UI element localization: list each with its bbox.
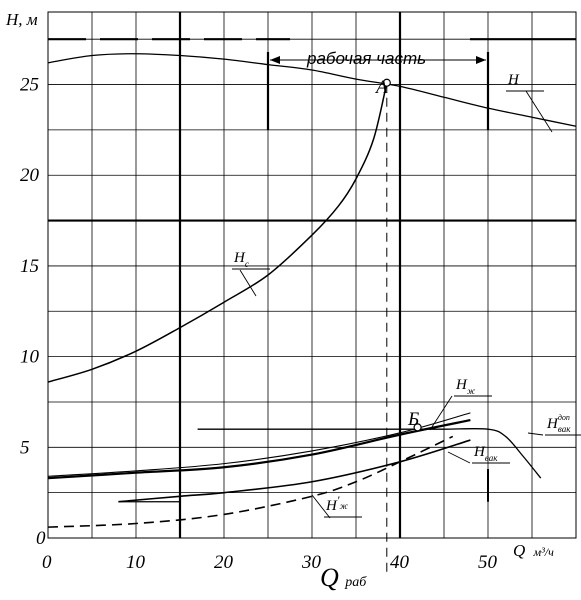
h-zh-label-main: H <box>455 377 468 393</box>
h-vak-label: Hвак <box>473 444 498 463</box>
h-zh-label-sub: ж <box>467 386 476 396</box>
h-vak-perm-leader <box>527 432 544 436</box>
q-work-subscript: раб <box>344 575 367 590</box>
x-tick-label: 50 <box>478 552 498 573</box>
secondary-point-label: Б <box>407 409 419 430</box>
arrow-head-right <box>476 56 486 64</box>
h-zh-prime-label-sub: ж <box>339 501 348 511</box>
x-tick-label: 30 <box>301 552 322 573</box>
series-dashed <box>47 435 454 528</box>
x-tick-label: 40 <box>390 552 410 573</box>
h-system-label-main: H <box>233 250 246 266</box>
y-tick-label: 0 <box>36 528 46 549</box>
h-vak-leader <box>447 451 471 464</box>
h-vak-perm-label: Hдоп вак <box>546 413 571 434</box>
h-zh-prime-label-main: H <box>325 498 338 514</box>
x-axis-label-q: Q <box>513 541 525 560</box>
h-vak-perm-label-main: H <box>546 416 559 432</box>
h-zh-label: Hж <box>455 377 476 396</box>
secondary-point-marker <box>413 423 422 432</box>
h-zh-prime-label: H′ж <box>325 493 348 514</box>
y-tick-label: 25 <box>20 75 39 96</box>
y-tick-label: 20 <box>20 165 40 186</box>
h-system-leader <box>239 269 257 297</box>
y-tick-label: 10 <box>20 347 40 368</box>
h-vak-label-sub: вак <box>485 453 498 463</box>
h-pump-label: H <box>507 72 520 88</box>
series-system <box>47 82 388 383</box>
operating-point-marker <box>382 78 391 87</box>
h-vak-perm-label-sub: вак <box>558 424 571 434</box>
h-system-label: Hс <box>233 250 249 269</box>
operating-range-label: рабочая часть <box>306 49 426 68</box>
plot-frame <box>47 11 577 539</box>
h-vak-label-main: H <box>473 444 486 460</box>
h-zh-prime-leader <box>311 494 331 519</box>
h-system-label-sub: с <box>245 259 249 269</box>
arrow-head-left <box>270 56 280 64</box>
x-axis-label-unit: м³/ч <box>533 545 555 559</box>
y-axis-label: H, м <box>5 10 38 29</box>
h-zh-prime-label-prime: ′ <box>337 493 340 507</box>
series-bold <box>47 419 471 480</box>
labels: H, м Q м³/ч рабочая часть А Б Q раб 0 10 2… <box>5 10 581 592</box>
curves <box>47 52 577 572</box>
h-zh-leader <box>429 395 453 431</box>
x-tick-label: 10 <box>126 552 146 573</box>
q-work-label: Q раб <box>320 563 367 592</box>
y-tick-label: 15 <box>20 256 39 277</box>
h-vak-perm-label-sup: доп <box>558 413 570 422</box>
h-pump-leader <box>525 90 553 133</box>
h-pump-label-main: H <box>507 72 520 88</box>
x-tick-label: 20 <box>214 552 234 573</box>
y-tick-label: 5 <box>20 437 30 458</box>
q-work-main: Q <box>320 563 339 592</box>
series-thin <box>47 412 471 477</box>
x-axis-label: Q м³/ч <box>513 541 554 560</box>
x-tick-label: 0 <box>42 552 52 573</box>
series-solid <box>118 439 471 503</box>
operating-point-label: А <box>374 77 388 98</box>
